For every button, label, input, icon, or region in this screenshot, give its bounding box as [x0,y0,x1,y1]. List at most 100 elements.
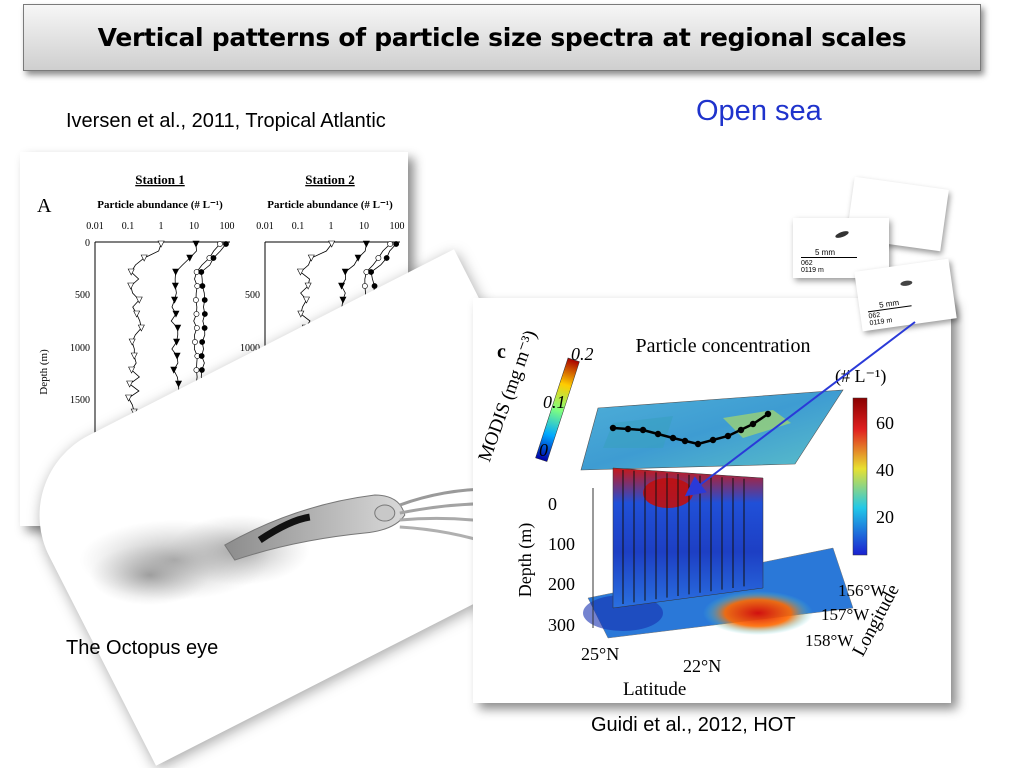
cruise-station-dot [669,434,677,442]
panel-letter-a: A [37,195,52,217]
profile-filled-circle-marker [368,269,374,275]
s1-xtick-1: 0.01 [86,221,104,232]
guidi-plot: c Particle concentration MODIS (mg m⁻³) … [474,328,903,700]
profile-filled-triangle-marker [174,324,182,332]
lat-axis-label: Latitude [623,679,686,700]
profile-filled-triangle-marker [173,352,181,360]
guidi-caption: Guidi et al., 2012, HOT [591,714,796,736]
guidi-figure: c Particle concentration MODIS (mg m⁻³) … [473,298,951,703]
particle-depth-1: 0119 m [801,267,824,274]
cruise-station-dot [609,424,617,432]
s1-xtick-5: 100 [220,221,235,232]
profile-open-triangle-marker [157,240,165,248]
profile-open-triangle-marker [307,254,315,262]
s2-ytick-1000: 1000 [240,343,260,354]
profile-filled-circle-marker [393,241,400,247]
profile-filled-circle-marker [199,283,206,289]
s2-xtick-1: 0.01 [256,221,274,232]
depth-label: Depth (m) [38,349,50,395]
cruise-station-dot [639,426,647,434]
cruise-station-dot [724,432,732,440]
profile-open-triangle-marker [135,296,143,304]
particle-id-1: 062 [801,260,813,267]
profile-open-circle-marker [193,297,199,303]
pointer-arrow [684,321,916,497]
modis-tick-0.1: 0.1 [543,392,566,412]
scale-label-1: 5 mm [815,248,835,257]
cruise-station-dot [709,436,717,444]
s2-xtick-2: 0.1 [292,221,305,232]
profile-open-triangle-marker [125,394,133,402]
iversen-caption: Iversen et al., 2011, Tropical Atlantic [66,110,386,132]
s1-xtick-3: 1 [159,221,164,232]
profile-open-triangle-marker [127,268,135,276]
s2-xtick-3: 1 [329,221,334,232]
profile-open-triangle-marker [296,268,304,276]
profile-filled-triangle-marker [341,268,349,276]
profile-filled-circle-marker [198,353,205,359]
profile-filled-circle-marker [199,339,206,345]
s2-xtick-4: 10 [359,221,369,232]
s1-ytick-1500: 1500 [70,395,90,406]
profile-filled-circle-marker [210,255,217,261]
profile-filled-triangle-marker [186,254,194,262]
s1-xtick-2: 0.1 [122,221,135,232]
conc-unit: (# L⁻¹) [835,366,886,387]
lat-tick-22: 22°N [683,656,721,676]
profile-filled-triangle-marker [339,296,347,304]
profile-filled-circle-marker [198,367,205,373]
profile-filled-triangle-marker [175,380,183,388]
depth-tick-100: 100 [548,534,575,554]
profile-filled-circle-marker [198,269,205,275]
profile-open-triangle-marker [128,366,136,374]
profile-filled-circle-marker [223,241,229,247]
profile-open-circle-marker [387,241,394,247]
s1-ytick-0: 0 [85,238,90,249]
lat-tick-25: 25°N [581,644,619,664]
profile-filled-triangle-marker [354,254,362,262]
s1-ytick-500: 500 [75,290,90,301]
profile-open-triangle-marker [128,338,136,346]
cruise-station-dot [737,426,745,434]
profile-open-triangle-marker [140,254,148,262]
station1-xlabel: Particle abundance (# L⁻¹) [97,199,223,211]
profile-filled-triangle-marker [170,366,178,374]
station2-title: Station 2 [305,172,354,187]
octopus-photo-card [8,249,602,766]
profile-filled-triangle-marker [171,282,179,290]
station2-xlabel: Particle abundance (# L⁻¹) [267,199,393,211]
profile-open-triangle-marker [130,352,138,360]
depth-axis-label: Depth (m) [515,523,536,597]
profile-filled-circle-marker [201,311,208,317]
profile-filled-triangle-marker [362,240,370,248]
cruise-station-dot [624,425,632,433]
profile-open-triangle-marker [328,240,336,248]
lon-tick-156: 156°W [838,581,887,600]
profile-filled-circle-marker [201,297,208,303]
cruise-station-dot [749,420,757,428]
particle-image-1: 5 mm 062 0119 m [793,218,889,278]
conc-tick-20: 20 [876,507,894,527]
profile-open-circle-marker [192,339,198,345]
cruise-stations [609,410,772,448]
depth-tick-200: 200 [548,574,575,594]
slide-title: Vertical patterns of particle size spect… [97,23,907,52]
profile-open-circle-marker [375,255,382,261]
squid-image [79,487,525,606]
profile-open-triangle-marker [302,296,310,304]
cruise-station-dot [694,440,702,448]
guidi-title: Particle concentration [636,335,811,357]
cruise-station-dot [654,430,662,438]
s1-xtick-4: 10 [189,221,199,232]
profile-filled-circle-marker [201,325,208,331]
lon-tick-157: 157°W [821,605,870,624]
profile-filled-triangle-marker [192,240,200,248]
profile-open-triangle-marker [127,282,135,290]
cruise-station-dot [681,437,689,445]
profile-filled-circle-marker [383,255,390,261]
station1-title: Station 1 [135,172,184,187]
panel-letter-c: c [497,341,506,363]
profile-filled-triangle-marker [171,296,179,304]
profile-filled-triangle-marker [173,338,181,346]
